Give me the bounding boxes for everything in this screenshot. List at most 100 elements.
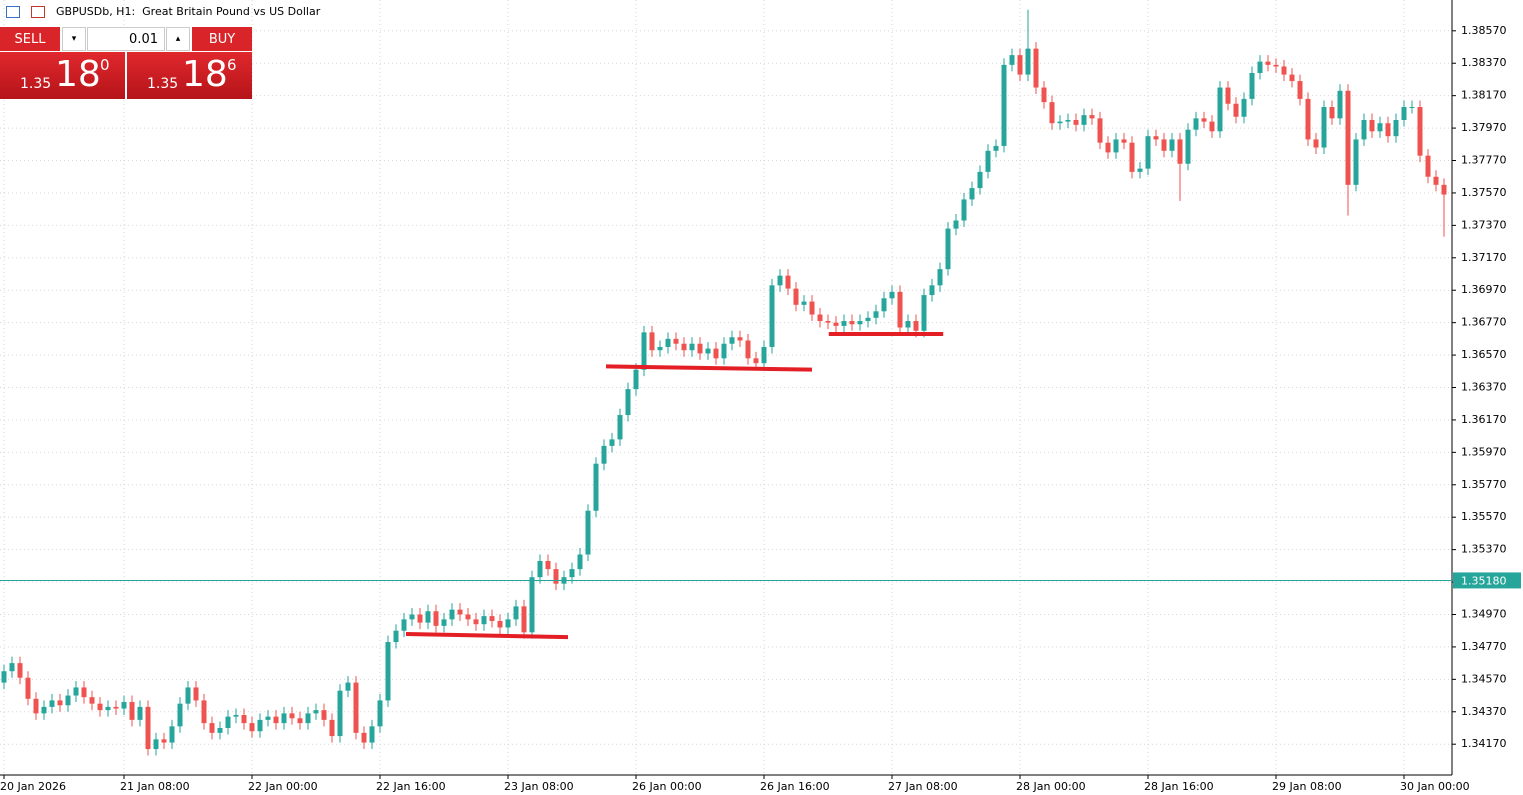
candle-body [1313, 139, 1319, 148]
candle-body [281, 713, 287, 724]
candle-body [1249, 72, 1255, 99]
candle-body [881, 298, 887, 312]
candle-body [777, 275, 783, 286]
candle-body [329, 719, 335, 737]
candle-body [1209, 121, 1215, 132]
candle-body [385, 642, 391, 701]
candle-body [89, 697, 95, 704]
candle-body [417, 614, 423, 623]
candle-body [833, 322, 839, 326]
candle-body [713, 348, 719, 359]
candle-body [577, 554, 583, 570]
candle-body [641, 332, 647, 370]
y-tick-label: 1.38570 [1461, 24, 1507, 37]
candle-body [49, 700, 55, 707]
candle-body [1401, 107, 1407, 120]
candle-body [1345, 90, 1351, 185]
candle-body [985, 150, 991, 172]
y-tick-label: 1.36170 [1461, 413, 1507, 426]
candle-body [657, 346, 663, 351]
candle-body [537, 560, 543, 578]
candle-body [1369, 119, 1375, 132]
candle-body [1145, 136, 1151, 169]
candle-body [1321, 107, 1327, 148]
candle-body [65, 695, 71, 706]
y-tick-label: 1.36370 [1461, 381, 1507, 394]
buy-button[interactable]: BUY [192, 27, 252, 51]
candle-body [185, 687, 191, 704]
y-tick-label: 1.35970 [1461, 445, 1507, 458]
candle-body [497, 620, 503, 628]
volume-input[interactable]: 0.01 [87, 27, 165, 51]
candle-body [153, 739, 159, 750]
candle-body [1097, 118, 1103, 143]
candle-body [1001, 64, 1007, 146]
candle-body [545, 560, 551, 570]
candle-body [1433, 176, 1439, 185]
y-tick-label: 1.34170 [1461, 737, 1507, 750]
candle-body [409, 614, 415, 620]
candle-body [1089, 115, 1095, 119]
candle-body [201, 700, 207, 724]
bid-prefix: 1.35 [20, 76, 52, 92]
candle-body [313, 710, 319, 714]
candle-body [553, 569, 559, 584]
y-tick-label: 1.37570 [1461, 186, 1507, 199]
y-tick-label: 1.37770 [1461, 154, 1507, 167]
candle-body [177, 703, 183, 727]
bid-main: 18 [55, 54, 101, 95]
candle-body [353, 682, 359, 733]
candle-body [289, 713, 295, 719]
current-price-label: 1.35180 [1461, 574, 1507, 587]
candle-body [401, 619, 407, 631]
candle-body [921, 295, 927, 331]
candle-body [1425, 155, 1431, 177]
candle-body [1129, 142, 1135, 172]
candle-body [601, 445, 607, 464]
candle-body [137, 706, 143, 720]
candle-body [489, 616, 495, 621]
candle-body [25, 677, 31, 699]
current-price-box [1453, 572, 1521, 589]
candle-body [1385, 123, 1391, 137]
candle-body [1281, 66, 1287, 75]
y-tick-label: 1.34970 [1461, 607, 1507, 620]
volume-up[interactable]: ▴ [166, 27, 190, 51]
support-line [405, 631, 569, 640]
y-tick-label: 1.36570 [1461, 348, 1507, 361]
candle-body [1073, 119, 1079, 125]
candle-body [721, 343, 727, 359]
x-tick-label: 23 Jan 08:00 [504, 780, 574, 793]
candle-body [937, 269, 943, 286]
candle-body [1265, 61, 1271, 65]
candle-body [1105, 142, 1111, 153]
candle-body [265, 716, 271, 720]
candle-body [1441, 184, 1447, 195]
y-tick-label: 1.34570 [1461, 672, 1507, 685]
x-tick-label: 20 Jan 2026 [0, 780, 66, 793]
y-tick-label: 1.35570 [1461, 510, 1507, 523]
candle-body [321, 710, 327, 720]
sell-button[interactable]: SELL [0, 27, 60, 51]
candle-body [897, 291, 903, 328]
candle-body [665, 338, 671, 347]
candle-body [505, 619, 511, 628]
candle-body [1137, 168, 1143, 172]
candle-body [1185, 129, 1191, 164]
candle-body [849, 321, 855, 325]
candle-body [1353, 139, 1359, 185]
candle-body [1257, 61, 1263, 73]
candle-body [1065, 119, 1071, 122]
candle-body [1361, 119, 1367, 140]
candle-body [1393, 119, 1399, 137]
bid-price[interactable]: 1.35 18 0 [0, 52, 125, 99]
volume-down[interactable]: ▾ [62, 27, 86, 51]
candle-body [521, 606, 527, 633]
ask-main: 18 [182, 54, 228, 95]
candle-body [1177, 139, 1183, 164]
ask-price[interactable]: 1.35 18 6 [127, 52, 252, 99]
candle-body [825, 321, 831, 323]
candle-body [1041, 87, 1047, 103]
candle-body [513, 606, 519, 620]
